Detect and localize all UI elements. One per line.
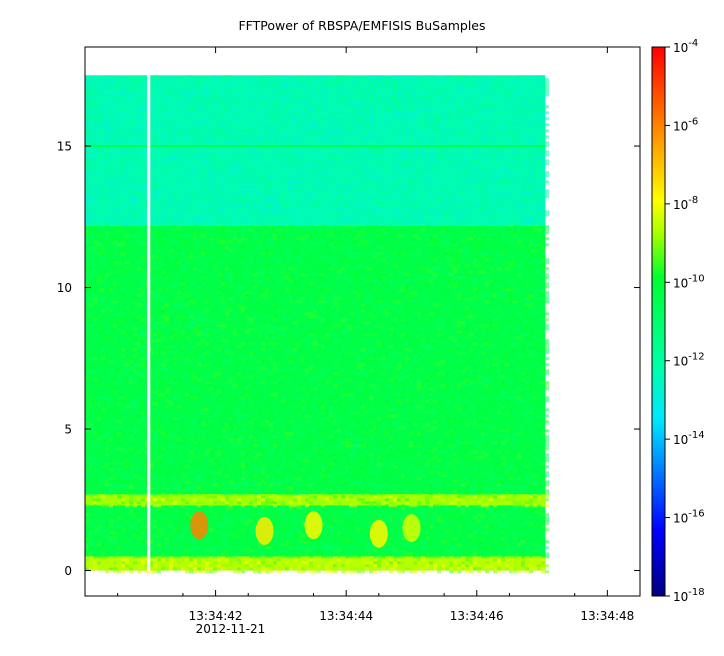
colorbar-tick-label: 10-18 (673, 587, 705, 604)
colorbar-tick-label: 10-8 (673, 195, 698, 212)
chart-title: FFTPower of RBSPA/EMFISIS BuSamples (238, 18, 485, 33)
x-tick-date-label: 2012-11-21 (196, 622, 266, 636)
colorbar-tick-label: 10-4 (673, 38, 698, 55)
plot-frame (84, 46, 641, 597)
colorbar-tick-label: 10-16 (673, 509, 705, 526)
power-blob-3 (369, 519, 388, 548)
spectrogram-texture (85, 75, 549, 574)
y-axis: 0 5 10 15 (57, 140, 640, 578)
colorbar (651, 46, 666, 597)
power-blob-0 (190, 511, 209, 540)
x-tick-label: 13:34:46 (450, 609, 504, 623)
y-tick-label: 5 (64, 423, 72, 437)
y-tick-label: 10 (57, 281, 72, 295)
x-tick-label: 13:34:48 (580, 609, 634, 623)
y-tick-label: 0 (64, 564, 72, 578)
colorbar-tick-label: 10-6 (673, 116, 698, 133)
y-tick-label: 15 (57, 140, 72, 154)
colorbar-tick-label: 10-10 (673, 273, 705, 290)
power-blob-2 (304, 511, 323, 540)
spectrogram-heatmap (85, 75, 549, 574)
power-blob-4 (402, 514, 421, 543)
power-blob-1 (255, 516, 274, 545)
x-tick-label: 13:34:44 (319, 609, 373, 623)
data-gap (147, 75, 151, 571)
colorbar-axis: 10-4 10-6 10-8 10-10 10-12 10-14 10-16 10-18 (665, 38, 705, 604)
colorbar-tick-label: 10-14 (673, 430, 705, 447)
colorbar-tick-label: 10-12 (673, 352, 705, 369)
x-tick-label: 13:34:42 (189, 609, 243, 623)
